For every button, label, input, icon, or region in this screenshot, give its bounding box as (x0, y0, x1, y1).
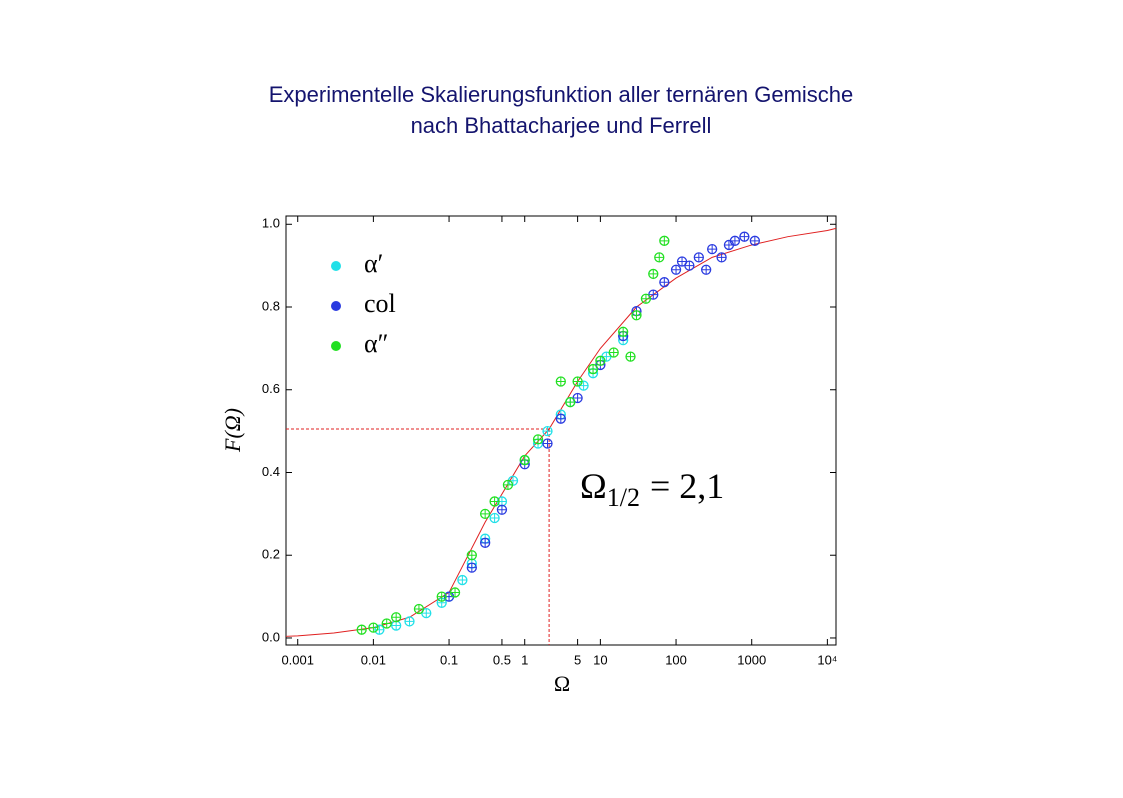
point-cross (625, 352, 635, 362)
point-cross (480, 509, 490, 519)
point-cross (648, 269, 658, 279)
point-cross (739, 232, 749, 242)
x-tick-label: 0.001 (281, 652, 314, 667)
point-cross (609, 348, 619, 358)
x-tick-label: 0.5 (493, 652, 511, 667)
point-cross (391, 612, 401, 622)
point-cross (730, 236, 740, 246)
point-cross (450, 587, 460, 597)
y-tick-label: 0.6 (262, 381, 280, 396)
legend-label: col (364, 289, 396, 318)
y-tick-label: 0.0 (262, 629, 280, 644)
point-cross (659, 277, 669, 287)
legend-label: α″ (364, 329, 388, 358)
point-cross (497, 505, 507, 515)
point-cross (677, 257, 687, 267)
point-cross (707, 244, 717, 254)
legend-label: α′ (364, 249, 383, 278)
point-cross (565, 397, 575, 407)
chart-subtitle: nach Bhattacharjee und Ferrell (411, 113, 712, 138)
x-tick-label: 0.01 (361, 652, 386, 667)
point-cross (573, 376, 583, 386)
point-cross (654, 252, 664, 262)
point-cross (750, 236, 760, 246)
x-tick-label: 1 (521, 652, 528, 667)
point-cross (573, 393, 583, 403)
point-cross (391, 621, 401, 631)
point-cross (490, 496, 500, 506)
point-cross (357, 625, 367, 635)
x-tick-label: 100 (665, 652, 687, 667)
point-cross (368, 623, 378, 633)
point-cross (684, 261, 694, 271)
annotation-symbol: Ω (580, 466, 607, 506)
x-tick-label: 1000 (737, 652, 766, 667)
point-cross (641, 294, 651, 304)
annotation-subscript: 1/2 (607, 483, 640, 512)
plot-frame (285, 215, 837, 646)
legend-marker (331, 341, 341, 351)
point-cross (533, 434, 543, 444)
point-cross (648, 290, 658, 300)
fit-curve (285, 227, 837, 637)
point-cross (480, 538, 490, 548)
point-cross (490, 513, 500, 523)
point-cross (503, 480, 513, 490)
point-cross (542, 439, 552, 449)
point-cross (421, 608, 431, 618)
point-cross (671, 265, 681, 275)
point-cross (542, 426, 552, 436)
x-tick-label: 0.1 (440, 652, 458, 667)
point-cross (595, 356, 605, 366)
point-cross (467, 563, 477, 573)
annotation-text: = 2,1 (650, 466, 724, 506)
point-cross (467, 550, 477, 560)
point-cross (701, 265, 711, 275)
point-cross (556, 376, 566, 386)
y-tick-label: 0.2 (262, 547, 280, 562)
x-tick-label: 10 (593, 652, 607, 667)
point-cross (520, 455, 530, 465)
point-cross (694, 252, 704, 262)
chart-title: Experimentelle Skalierungsfunktion aller… (269, 82, 854, 107)
point-cross (374, 625, 384, 635)
point-cross (631, 310, 641, 320)
y-tick-label: 0.8 (262, 298, 280, 313)
point-cross (588, 364, 598, 374)
x-axis-label: Ω (554, 671, 570, 696)
legend-marker (331, 301, 341, 311)
y-tick-label: 1.0 (262, 216, 280, 231)
point-cross (457, 575, 467, 585)
point-cross (618, 327, 628, 337)
point-cross (437, 592, 447, 602)
point-cross (382, 618, 392, 628)
annotation: Ω1/2 = 2,1 (580, 466, 724, 512)
y-tick-label: 0.4 (262, 464, 280, 479)
point-cross (659, 236, 669, 246)
x-tick-label: 10⁴ (817, 652, 837, 667)
x-tick-label: 5 (574, 652, 581, 667)
legend-marker (331, 261, 341, 271)
y-axis-label: F(Ω) (220, 408, 245, 453)
point-cross (404, 616, 414, 626)
point-cross (717, 252, 727, 262)
point-cross (414, 604, 424, 614)
point-cross (556, 414, 566, 424)
